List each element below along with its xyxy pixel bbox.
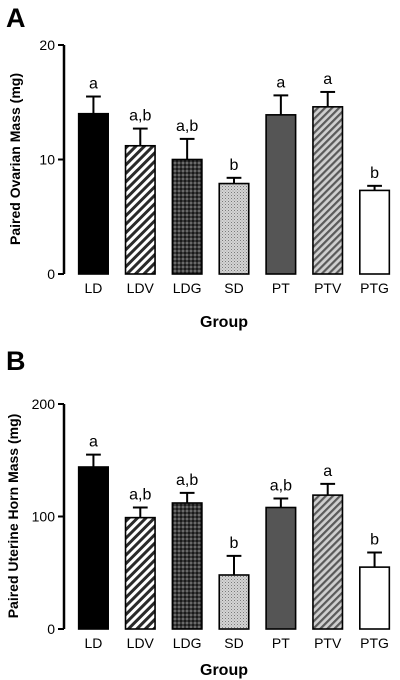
significance-label-ld: a bbox=[89, 434, 98, 451]
bar-ld bbox=[77, 466, 109, 630]
significance-label-ldv: a,b bbox=[129, 487, 151, 504]
significance-label-ptg: b bbox=[370, 532, 379, 549]
significance-label-sd: b bbox=[230, 535, 239, 552]
y-tick-label: 10 bbox=[39, 152, 55, 168]
bar-pt bbox=[265, 506, 297, 630]
bar-ldv bbox=[124, 516, 156, 630]
x-tick-label-ld: LD bbox=[84, 280, 102, 296]
bar-sd bbox=[218, 182, 250, 275]
panel-b-label: B bbox=[6, 346, 26, 376]
x-tick-label-pt: PT bbox=[272, 635, 290, 651]
y-tick-label: 0 bbox=[47, 266, 55, 282]
significance-label-ld: a bbox=[89, 76, 98, 93]
y-tick-label: 0 bbox=[47, 621, 55, 637]
x-tick-label-ldv: LDV bbox=[127, 280, 155, 296]
x-tick-label-ld: LD bbox=[84, 635, 102, 651]
significance-label-ldg: a,b bbox=[176, 118, 198, 135]
bar-ptg bbox=[359, 566, 391, 630]
bar-ldg bbox=[171, 502, 203, 630]
bar-ldg bbox=[171, 158, 203, 275]
bar-pt bbox=[265, 114, 297, 275]
significance-label-ptg: b bbox=[370, 165, 379, 182]
x-tick-label-sd: SD bbox=[224, 635, 243, 651]
x-tick-label-ldv: LDV bbox=[127, 635, 155, 651]
y-tick-label: 100 bbox=[32, 509, 56, 525]
bar-ld bbox=[77, 112, 109, 275]
significance-label-ptv: a bbox=[323, 463, 332, 480]
x-tick-label-pt: PT bbox=[272, 280, 290, 296]
x-tick-label-ptv: PTV bbox=[314, 635, 342, 651]
x-tick-label-sd: SD bbox=[224, 280, 243, 296]
x-tick-label-ptv: PTV bbox=[314, 280, 342, 296]
x-tick-label-ptg: PTG bbox=[360, 280, 389, 296]
panel-a-plot-area: 0 10 20 a LD a,b LDV a,b LDG b SD a PT a PTV b PTG bbox=[39, 37, 391, 296]
bar-ptv bbox=[312, 494, 344, 630]
x-tick-label-ldg: LDG bbox=[173, 280, 202, 296]
significance-label-pt: a bbox=[276, 74, 285, 91]
panel-b-ylabel: Paired Uterine Horn Mass (mg) bbox=[5, 414, 21, 619]
panel-a-ylabel: Paired Ovarian Mass (mg) bbox=[7, 73, 23, 245]
bar-ptg bbox=[359, 189, 391, 275]
panel-a-xlabel: Group bbox=[200, 314, 248, 331]
bar-ldv bbox=[124, 144, 156, 275]
panel-a-label: A bbox=[6, 3, 26, 33]
panel-b: B Paired Uterine Horn Mass (mg) Group 0 1… bbox=[5, 346, 391, 679]
panel-a: A Paired Ovarian Mass (mg) Group 0 10 20 a L… bbox=[6, 3, 391, 331]
significance-label-ldv: a,b bbox=[129, 108, 151, 125]
panel-b-plot-area: 0 100 200 a LD a,b LDV a,b LDG b SD a,b PT a PTV b PTG bbox=[32, 396, 391, 651]
y-tick-label: 200 bbox=[32, 396, 56, 412]
x-tick-label-ldg: LDG bbox=[173, 635, 202, 651]
bar-sd bbox=[218, 574, 250, 630]
bar-ptv bbox=[312, 106, 344, 275]
significance-label-ptv: a bbox=[323, 71, 332, 88]
significance-label-pt: a,b bbox=[270, 478, 292, 495]
y-tick-label: 20 bbox=[39, 37, 55, 53]
significance-label-ldg: a,b bbox=[176, 472, 198, 489]
panel-b-xlabel: Group bbox=[200, 662, 248, 679]
significance-label-sd: b bbox=[230, 157, 239, 174]
x-tick-label-ptg: PTG bbox=[360, 635, 389, 651]
